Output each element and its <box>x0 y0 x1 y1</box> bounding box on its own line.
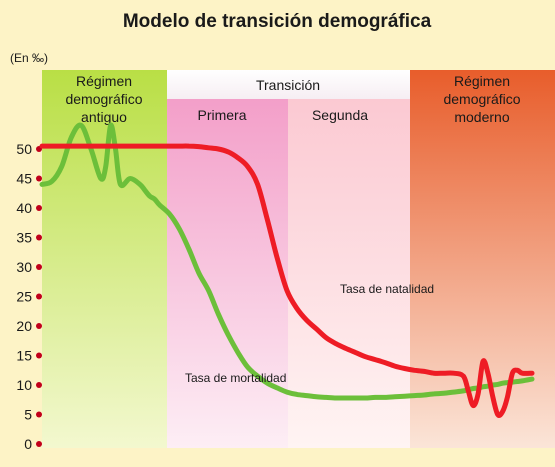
phase-first-label: Primera <box>197 107 246 123</box>
y-tick-mark-30 <box>36 264 42 270</box>
phase-transition-label: Transición <box>256 77 320 93</box>
y-tick-mark-35 <box>36 234 42 241</box>
series-lines <box>39 122 535 418</box>
y-tick-mark-40 <box>36 205 42 211</box>
y-tick-mark-10 <box>36 382 42 388</box>
y-tick-label-40: 40 <box>16 200 32 216</box>
y-tick-mark-45 <box>36 175 42 182</box>
phase-old-line-1: Régimen <box>76 73 132 89</box>
series-line-natalidad <box>39 143 535 418</box>
phase-second-label: Segunda <box>312 107 368 123</box>
y-tick-label-50: 50 <box>16 141 32 157</box>
y-tick-label-10: 10 <box>16 377 32 393</box>
chart-title: Modelo de transición demográfica <box>123 11 432 32</box>
annotation-mortalidad: Tasa de mortalidad <box>185 371 286 385</box>
y-tick-label-25: 25 <box>16 289 32 305</box>
phase-modern-line-1: Régimen <box>454 73 510 89</box>
y-tick-mark-5 <box>36 411 42 418</box>
y-tick-mark-25 <box>36 293 42 300</box>
phase-bg-transition-top <box>167 70 410 99</box>
y-axis-label: (En ‰) <box>10 51 48 65</box>
phase-old-line-2: demográfico <box>65 91 142 107</box>
y-tick-label-45: 45 <box>16 171 32 187</box>
phase-old-line-3: antiguo <box>81 109 127 125</box>
phase-bg-old <box>42 70 167 448</box>
y-tick-label-35: 35 <box>16 230 32 246</box>
y-tick-label-30: 30 <box>16 259 32 275</box>
y-tick-mark-0 <box>36 441 42 447</box>
y-axis-ticks: 0 5 10 15 20 25 30 35 40 45 50 <box>16 141 42 452</box>
y-tick-label-0: 0 <box>24 436 32 452</box>
phase-bg-modern <box>410 70 555 448</box>
phase-bg-first <box>167 99 288 448</box>
y-tick-label-15: 15 <box>16 348 32 364</box>
y-tick-mark-20 <box>36 323 42 329</box>
phase-bg-second <box>288 99 410 448</box>
y-tick-label-20: 20 <box>16 318 32 334</box>
phase-modern-line-2: demográfico <box>443 91 520 107</box>
y-tick-label-5: 5 <box>24 407 32 423</box>
y-tick-mark-15 <box>36 352 42 359</box>
annotation-natalidad: Tasa de natalidad <box>340 282 434 296</box>
phase-modern-line-3: moderno <box>454 109 509 125</box>
